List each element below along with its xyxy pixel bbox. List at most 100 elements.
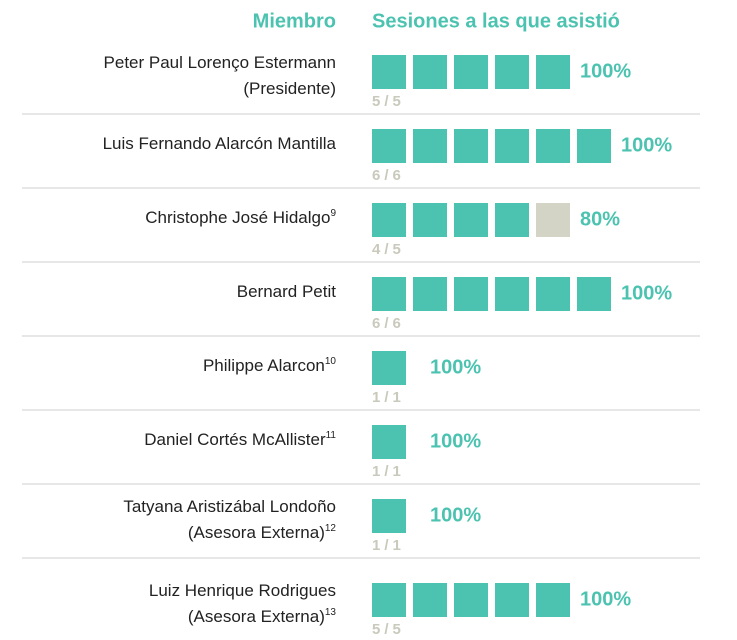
footnote-ref: 12 [325,523,337,534]
attended-session [536,129,570,163]
percent: 100% [621,134,672,156]
attended-session [495,203,529,237]
member-header: Miembro [253,10,336,32]
member-name: Philippe Alarcon10 [203,356,336,376]
count-separator: / [384,167,389,184]
percent: 100% [430,356,481,378]
attended-session [454,277,488,311]
footnote-ref: 11 [326,430,337,441]
name-line: Bernard Petit [237,282,336,301]
count-separator: / [384,537,389,554]
attended-count: 6 [372,315,380,332]
total-count: 1 [393,537,401,554]
sessions-header: Sesiones a las que asistió [372,10,620,32]
member-name: Luis Fernando Alarcón Mantilla [103,134,337,153]
member-name: Daniel Cortés McAllister11 [144,430,336,450]
member-name: Christophe José Hidalgo9 [145,208,336,228]
attended-session [454,55,488,89]
attended-session [413,55,447,89]
total-count: 1 [393,463,401,480]
member-name: Tatyana Aristizábal Londoño [123,497,336,516]
count-separator: / [384,241,389,258]
percent: 100% [430,504,481,526]
attended-count: 6 [372,167,380,184]
member-name: Peter Paul Lorenço Estermann [104,53,336,72]
attended-session [413,203,447,237]
name-line: Daniel Cortés McAllister [144,430,326,449]
attended-session [536,55,570,89]
session-count: 5/5 [372,93,401,110]
count-separator: / [384,315,389,332]
member-name: Bernard Petit [237,282,336,301]
missed-session [536,203,570,237]
attended-session [372,425,406,459]
footnote-ref: 9 [330,208,336,219]
session-count: 1/1 [372,389,401,406]
attended-session [413,277,447,311]
attended-session [495,583,529,617]
attended-session [372,129,406,163]
count-separator: / [384,93,389,110]
name-line: Philippe Alarcon [203,356,325,375]
attended-session [372,583,406,617]
attended-session [577,277,611,311]
count-separator: / [384,463,389,480]
count-separator: / [384,621,389,638]
attended-session [536,583,570,617]
percent: 80% [580,208,620,230]
total-count: 1 [393,389,401,406]
attended-count: 1 [372,537,380,554]
name-line: Luiz Henrique Rodrigues [149,581,336,600]
attended-session [495,277,529,311]
attended-count: 4 [372,241,381,258]
attended-session [413,583,447,617]
name-line: Peter Paul Lorenço Estermann [104,53,336,72]
name-line: Christophe José Hidalgo [145,208,330,227]
name-line: Luis Fernando Alarcón Mantilla [103,134,337,153]
attended-session [372,55,406,89]
name-line: (Asesora Externa) [188,523,325,542]
attended-session [454,203,488,237]
attended-count: 1 [372,389,380,406]
footnote-ref: 13 [325,607,337,618]
member-name: (Presidente) [243,79,336,98]
member-name: (Asesora Externa)12 [188,523,337,543]
attended-session [413,129,447,163]
count-separator: / [384,389,389,406]
attended-count: 1 [372,463,380,480]
total-count: 6 [393,315,401,332]
attended-session [454,583,488,617]
attended-session [372,351,406,385]
member-name: Luiz Henrique Rodrigues [149,581,336,600]
name-line: Tatyana Aristizábal Londoño [123,497,336,516]
name-line: (Presidente) [243,79,336,98]
name-line: (Asesora Externa) [188,607,325,626]
member-name: (Asesora Externa)13 [188,607,337,627]
footnote-ref: 10 [325,356,337,367]
attended-count: 5 [372,93,380,110]
percent: 100% [430,430,481,452]
attended-session [372,277,406,311]
attended-session [536,277,570,311]
session-count: 5/5 [372,621,401,638]
percent: 100% [580,60,631,82]
attended-session [372,499,406,533]
total-count: 6 [393,167,401,184]
attended-count: 5 [372,621,380,638]
session-count: 1/1 [372,537,401,554]
session-count: 1/1 [372,463,401,480]
total-count: 5 [393,241,401,258]
attended-session [495,129,529,163]
percent: 100% [580,588,631,610]
session-count: 6/6 [372,167,401,184]
attended-session [577,129,611,163]
total-count: 5 [393,621,401,638]
session-count: 6/6 [372,315,401,332]
session-count: 4/5 [372,241,401,258]
attended-session [454,129,488,163]
attended-session [495,55,529,89]
percent: 100% [621,282,672,304]
attended-session [372,203,406,237]
total-count: 5 [393,93,401,110]
